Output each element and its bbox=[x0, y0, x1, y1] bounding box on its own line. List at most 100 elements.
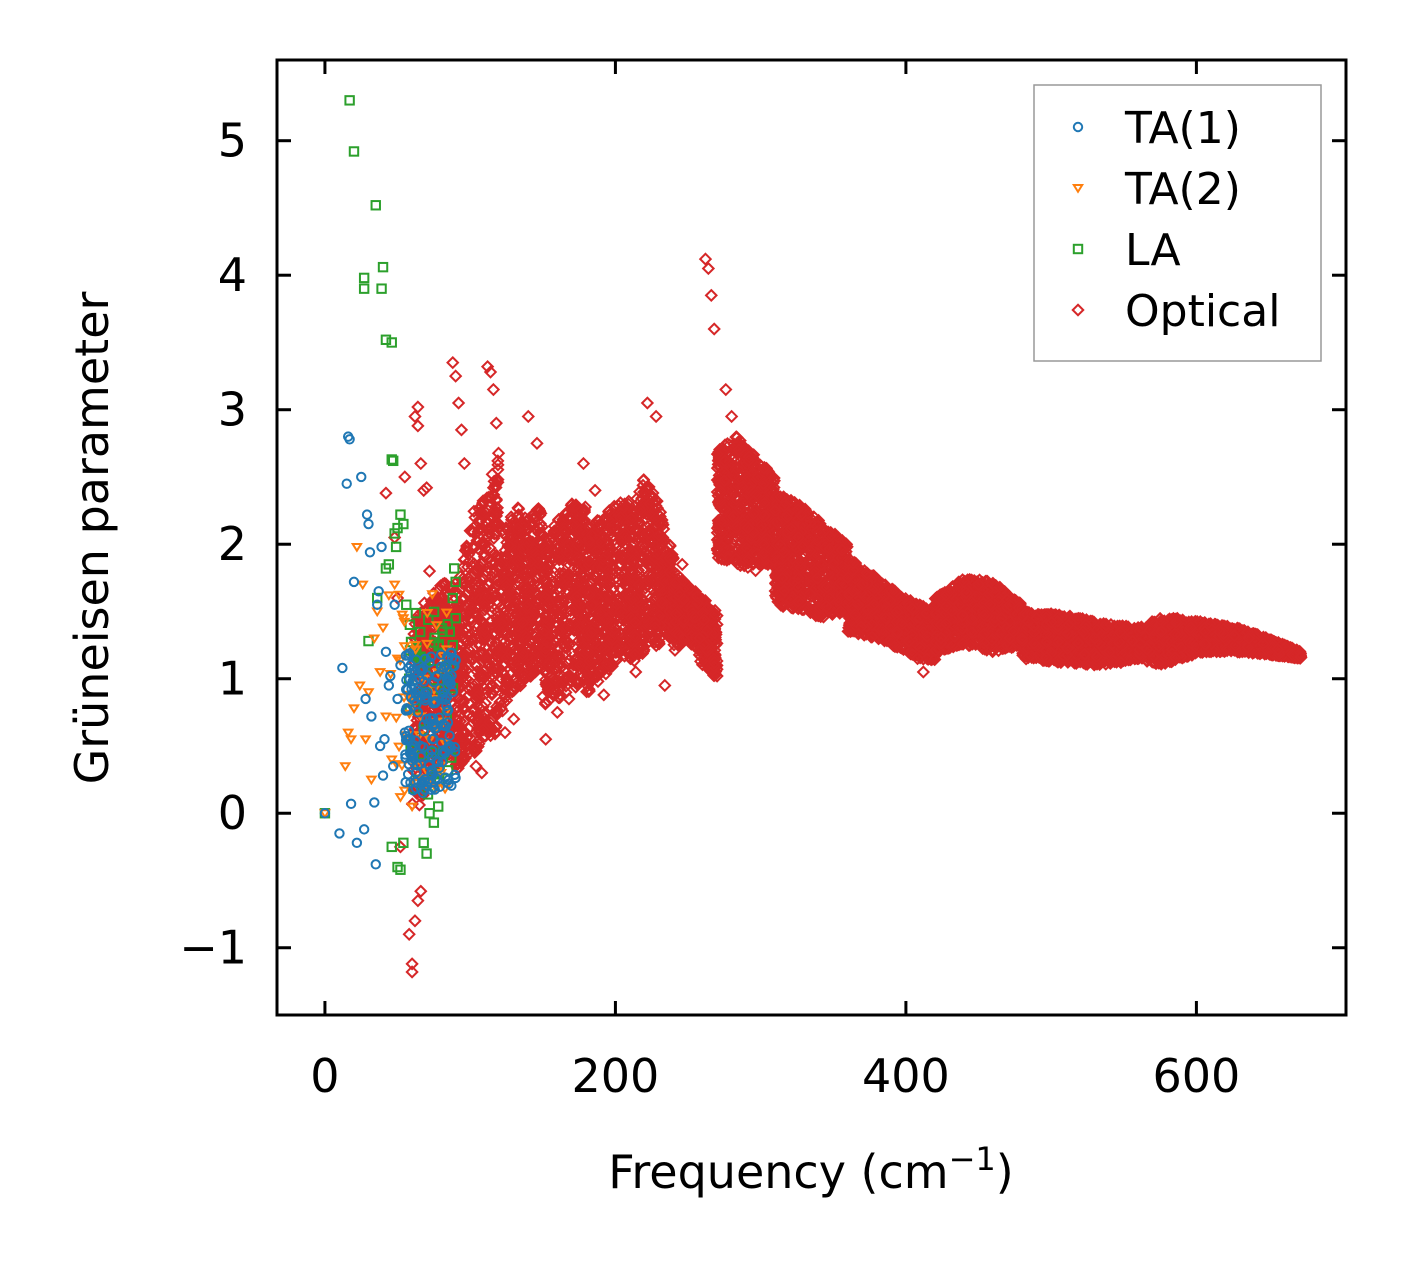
data-point bbox=[528, 510, 542, 524]
data-point bbox=[747, 507, 761, 521]
data-point bbox=[471, 682, 485, 697]
data-point bbox=[616, 527, 631, 541]
data-point bbox=[648, 616, 662, 631]
data-point bbox=[454, 653, 468, 667]
data-point bbox=[733, 501, 747, 516]
data-point bbox=[505, 612, 519, 626]
data-point bbox=[485, 614, 499, 628]
data-point bbox=[485, 671, 499, 686]
data-point bbox=[479, 649, 493, 664]
data-point bbox=[528, 644, 542, 658]
data-point bbox=[547, 526, 561, 541]
data-point bbox=[624, 648, 638, 662]
data-point bbox=[487, 629, 501, 643]
data-point bbox=[655, 596, 669, 610]
data-point bbox=[460, 539, 474, 553]
data-point bbox=[721, 550, 735, 564]
data-point bbox=[450, 619, 465, 634]
data-point bbox=[623, 587, 638, 601]
data-point bbox=[726, 496, 741, 510]
data-point bbox=[713, 537, 727, 551]
data-point bbox=[478, 629, 492, 643]
data-point bbox=[613, 510, 628, 525]
data-point bbox=[499, 651, 514, 665]
data-point bbox=[592, 514, 606, 528]
data-point bbox=[610, 643, 625, 657]
data-point bbox=[461, 721, 476, 736]
data-point bbox=[493, 695, 507, 709]
data-point bbox=[512, 594, 526, 608]
data-point bbox=[489, 492, 503, 506]
data-point bbox=[594, 640, 608, 655]
data-point bbox=[499, 576, 514, 590]
data-point bbox=[690, 589, 704, 604]
data-point bbox=[491, 454, 505, 468]
data-point bbox=[467, 743, 482, 757]
data-point bbox=[511, 521, 525, 536]
data-point bbox=[754, 518, 769, 532]
data-point bbox=[652, 637, 666, 651]
data-point bbox=[458, 713, 472, 728]
data-point bbox=[628, 630, 642, 644]
data-point bbox=[669, 576, 683, 590]
data-point bbox=[757, 509, 771, 523]
data-point bbox=[638, 550, 652, 564]
data-point bbox=[626, 565, 640, 580]
data-point bbox=[424, 594, 439, 608]
data-point bbox=[582, 554, 596, 568]
data-point bbox=[735, 480, 750, 494]
data-point bbox=[476, 730, 491, 744]
data-point bbox=[590, 544, 604, 558]
data-point bbox=[696, 606, 710, 621]
data-point bbox=[742, 499, 756, 513]
data-point bbox=[552, 580, 567, 595]
data-point bbox=[614, 549, 628, 563]
data-point bbox=[453, 714, 468, 728]
data-point bbox=[686, 610, 700, 624]
data-point bbox=[623, 651, 638, 666]
data-point bbox=[600, 576, 614, 590]
data-point bbox=[594, 606, 608, 620]
data-point bbox=[505, 586, 520, 600]
data-point bbox=[559, 531, 573, 546]
data-point bbox=[482, 681, 497, 696]
data-point bbox=[705, 645, 719, 659]
data-point bbox=[522, 585, 537, 599]
data-point bbox=[535, 520, 550, 534]
data-point bbox=[638, 481, 653, 496]
data-point bbox=[531, 535, 545, 549]
data-point bbox=[482, 715, 497, 729]
data-point bbox=[632, 535, 646, 549]
data-point bbox=[710, 461, 725, 475]
data-point bbox=[600, 658, 614, 673]
data-point bbox=[469, 693, 483, 707]
data-point bbox=[539, 677, 553, 691]
data-point bbox=[684, 629, 699, 643]
data-point bbox=[537, 560, 552, 574]
data-point bbox=[512, 502, 526, 516]
data-point bbox=[707, 635, 721, 649]
data-point bbox=[457, 560, 471, 574]
data-point bbox=[501, 679, 516, 693]
data-point bbox=[498, 640, 512, 655]
data-point bbox=[547, 565, 561, 580]
data-point bbox=[729, 552, 744, 566]
data-point bbox=[512, 565, 526, 579]
data-point bbox=[467, 607, 482, 621]
data-point bbox=[505, 598, 520, 613]
data-point bbox=[653, 631, 667, 645]
data-point bbox=[537, 554, 551, 569]
data-point bbox=[602, 503, 616, 518]
data-point bbox=[465, 703, 480, 717]
data-point bbox=[501, 531, 516, 546]
data-point bbox=[720, 534, 735, 549]
data-point bbox=[631, 573, 645, 588]
data-point bbox=[563, 668, 577, 683]
data-point bbox=[484, 635, 499, 649]
data-point bbox=[537, 573, 552, 587]
data-point bbox=[596, 528, 610, 543]
data-point bbox=[476, 668, 490, 683]
data-point bbox=[461, 571, 476, 585]
data-point bbox=[511, 662, 525, 676]
data-point bbox=[602, 588, 616, 602]
